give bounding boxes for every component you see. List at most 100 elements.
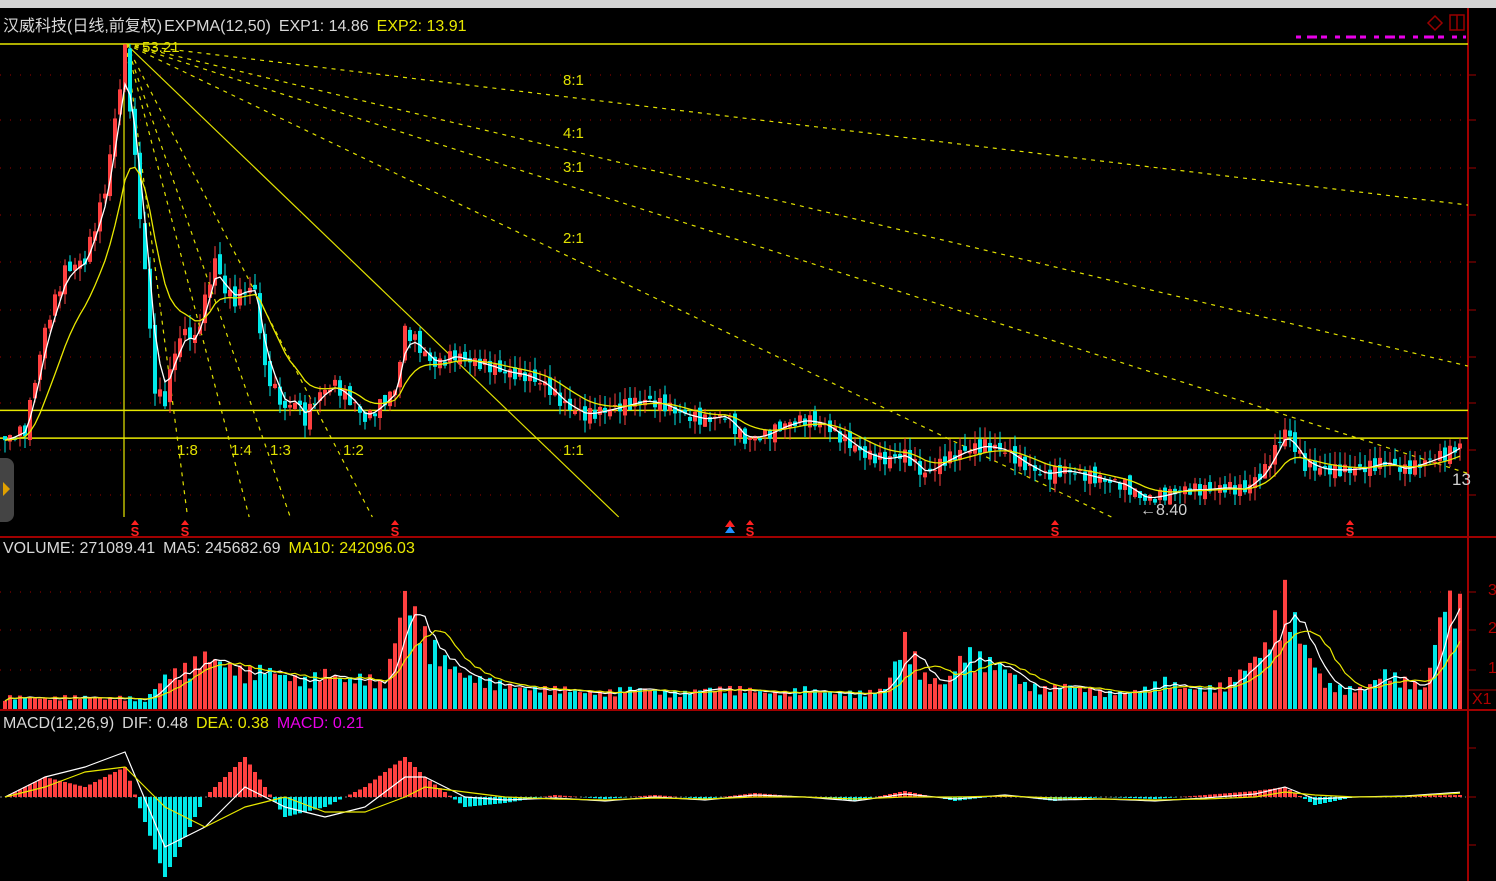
volume-bar xyxy=(1013,674,1017,709)
volume-bar xyxy=(1163,676,1167,709)
volume-value: VOLUME: 271089.41 xyxy=(3,540,156,557)
price-axis-label: 13 xyxy=(1452,470,1471,489)
candle-body xyxy=(753,435,757,441)
volume-bar xyxy=(1103,697,1107,709)
gann-label-4-1: 4:1 xyxy=(563,125,584,142)
candle-body xyxy=(88,236,92,262)
volume-bar xyxy=(1318,673,1322,709)
volume-bar xyxy=(513,688,517,709)
volume-bar xyxy=(763,692,767,709)
volume-bar xyxy=(183,662,187,709)
candle-body xyxy=(1158,489,1162,501)
volume-bar xyxy=(193,656,197,709)
gann-label-1-2: 1:2 xyxy=(343,442,364,459)
volume-axis-label-3: 3 xyxy=(1488,582,1496,599)
volume-bar xyxy=(643,688,647,709)
low-price-label: ←8.40 xyxy=(1140,502,1188,519)
volume-bar xyxy=(668,697,672,709)
volume-bar xyxy=(778,695,782,709)
expand-panel-tab[interactable] xyxy=(0,458,14,522)
gann-fan-line-8-1 xyxy=(125,43,1469,206)
volume-bar xyxy=(1443,611,1447,709)
candle-body xyxy=(1108,479,1112,483)
volume-bar xyxy=(843,696,847,709)
candle-body xyxy=(878,452,882,460)
volume-bar xyxy=(408,615,412,709)
volume-bar xyxy=(458,672,462,709)
candle-body xyxy=(498,360,502,372)
candle-body xyxy=(43,327,47,359)
candle-body xyxy=(1018,455,1022,467)
candle-body xyxy=(1103,479,1107,482)
candle-body xyxy=(658,397,662,411)
volume-bar xyxy=(608,689,612,709)
candle-body xyxy=(918,461,922,475)
volume-bar xyxy=(1448,590,1452,709)
volume-bar xyxy=(1458,593,1462,709)
candle-body xyxy=(268,361,272,387)
volume-bar xyxy=(198,668,202,709)
candle-body xyxy=(1453,447,1457,453)
volume-bar xyxy=(1173,682,1177,709)
volume-bar xyxy=(143,701,147,709)
candle-body xyxy=(1448,445,1452,464)
volume-bar xyxy=(748,687,752,709)
volume-bar xyxy=(238,665,242,709)
volume-bar xyxy=(1118,691,1122,709)
volume-bar xyxy=(1238,669,1242,709)
volume-bar xyxy=(343,682,347,709)
candle-body xyxy=(288,404,292,408)
volume-bar xyxy=(588,691,592,709)
candle-body xyxy=(453,350,457,361)
candle-body xyxy=(173,353,177,371)
volume-bar xyxy=(1073,687,1077,709)
volume-bar xyxy=(1128,691,1132,709)
volume-bar xyxy=(463,677,467,709)
volume-bar xyxy=(1148,691,1152,709)
candle-body xyxy=(1233,485,1237,495)
candle-body xyxy=(163,391,167,407)
candle-body xyxy=(673,406,677,414)
volume-bar xyxy=(1358,686,1362,709)
volume-bar xyxy=(278,674,282,709)
stock-name: 汉威科技(日线,前复权) xyxy=(3,18,163,35)
volume-bar xyxy=(498,680,502,709)
candle-body xyxy=(423,351,427,357)
ma10-value: MA10: 242096.03 xyxy=(288,540,415,557)
candle-body xyxy=(478,358,482,370)
volume-bar xyxy=(1143,686,1147,709)
candle-body xyxy=(123,44,127,90)
candle-body xyxy=(68,261,72,272)
volume-bar xyxy=(1098,689,1102,709)
volume-bar xyxy=(223,667,227,709)
candle-body xyxy=(353,402,357,404)
volume-bar xyxy=(1338,684,1342,709)
volume-bar xyxy=(723,693,727,709)
volume-bar xyxy=(203,651,207,709)
candle-body xyxy=(383,395,387,406)
volume-bar xyxy=(1113,695,1117,709)
candle-body xyxy=(923,472,927,478)
volume-bar xyxy=(1058,687,1062,709)
candle-body xyxy=(1098,475,1102,483)
volume-bar xyxy=(478,676,482,709)
candle-body xyxy=(1243,480,1247,493)
volume-bar xyxy=(108,697,112,709)
candle-body xyxy=(643,399,647,406)
volume-bar xyxy=(433,639,437,709)
volume-bar xyxy=(963,662,967,709)
volume-bar xyxy=(878,688,882,709)
volume-bar xyxy=(68,700,72,709)
candle-body xyxy=(1288,430,1292,437)
volume-bar xyxy=(1153,681,1157,709)
volume-bar xyxy=(623,692,627,709)
volume-bar xyxy=(903,631,907,709)
volume-bar xyxy=(573,689,577,709)
candle-body xyxy=(988,442,992,452)
candle-body xyxy=(428,352,432,361)
volume-bar xyxy=(328,677,332,709)
volume-bar xyxy=(893,661,897,709)
candle-body xyxy=(1293,432,1297,452)
gann-fan-line-2-1 xyxy=(125,43,1112,518)
